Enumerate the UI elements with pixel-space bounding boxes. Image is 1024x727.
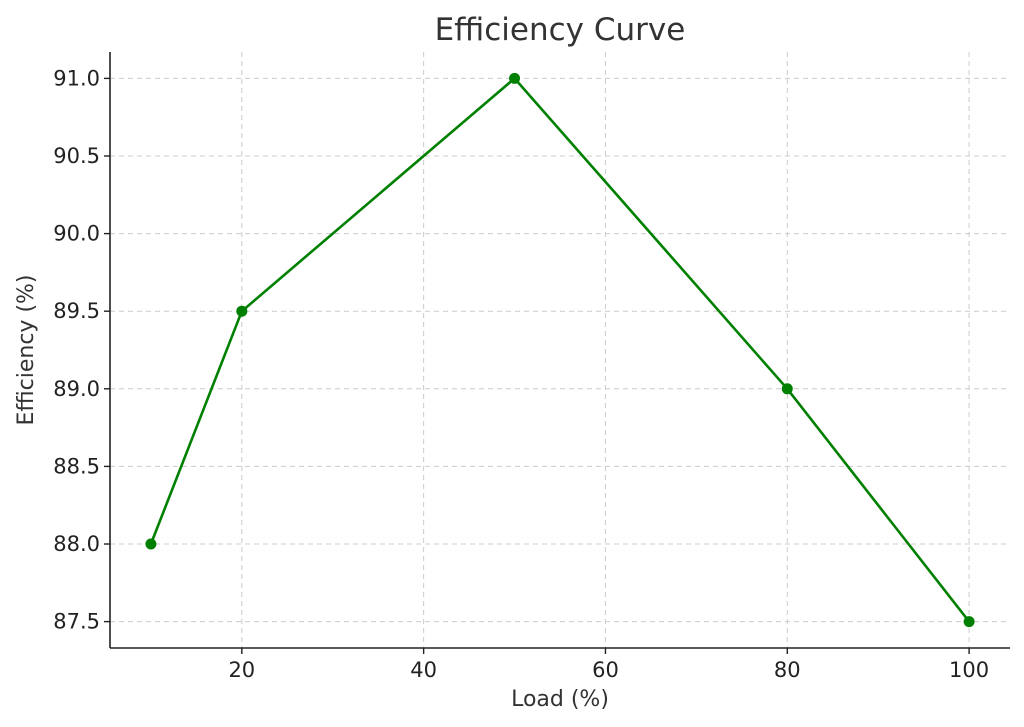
data-point xyxy=(781,383,793,395)
x-tick-label: 60 xyxy=(592,658,619,682)
x-tick-label: 80 xyxy=(774,658,801,682)
x-tick-label: 20 xyxy=(228,658,255,682)
data-point xyxy=(963,616,975,628)
data-point xyxy=(509,72,521,84)
y-tick-label: 90.0 xyxy=(53,222,100,246)
y-tick-label: 89.0 xyxy=(53,377,100,401)
x-axis-label: Load (%) xyxy=(511,687,609,712)
series xyxy=(145,72,975,628)
x-tick-label: 100 xyxy=(949,658,989,682)
y-tick-label: 89.5 xyxy=(53,299,100,323)
y-tick-label: 91.0 xyxy=(53,66,100,90)
axes xyxy=(109,52,1010,649)
x-tick-label: 40 xyxy=(410,658,437,682)
y-axis-label: Efficiency (%) xyxy=(14,274,39,425)
y-tick-label: 90.5 xyxy=(53,144,100,168)
data-point xyxy=(145,538,157,550)
y-tick-label: 88.5 xyxy=(53,454,100,478)
y-tick-label: 88.0 xyxy=(53,532,100,556)
y-tick-label: 87.5 xyxy=(53,610,100,634)
grid xyxy=(110,52,1010,648)
series-line xyxy=(149,77,971,623)
chart-title: Efficiency Curve xyxy=(435,12,686,48)
data-point xyxy=(236,305,248,317)
ticks: 20 40 60 80 100 87.5 88.0 88.5 89.0 89.5 90.0 90.5 9… xyxy=(53,66,989,682)
